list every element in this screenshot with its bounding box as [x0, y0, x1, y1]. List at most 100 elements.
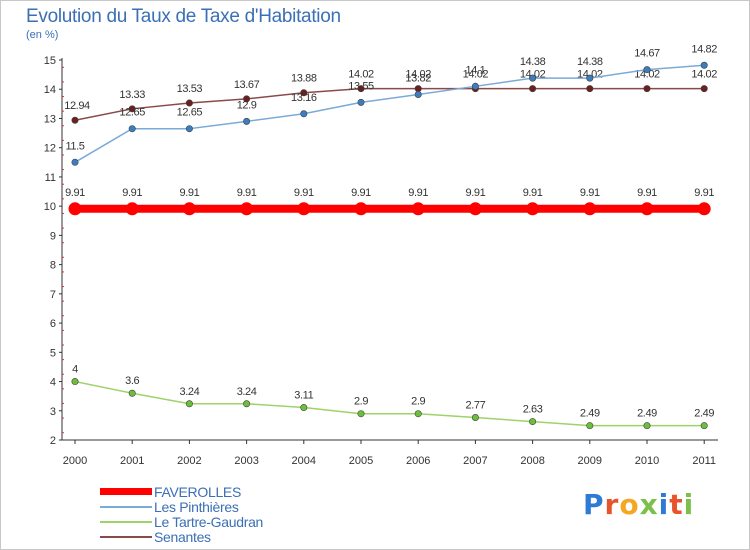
data-label: 2.49 — [694, 408, 714, 420]
data-point — [586, 85, 594, 93]
data-point — [357, 98, 365, 106]
legend-swatch-les-pinthieres — [100, 505, 152, 508]
data-label: 2.63 — [523, 404, 543, 416]
data-label: 14.1 — [465, 64, 485, 76]
logo-letter: o — [619, 488, 640, 521]
data-label: 9.91 — [694, 187, 714, 199]
data-label: 9.91 — [237, 187, 257, 199]
data-point — [468, 202, 482, 216]
x-tick-label: 2004 — [292, 455, 316, 467]
data-point — [243, 95, 251, 103]
data-label: 13.55 — [348, 80, 374, 92]
legend-label-faverolles: FAVEROLLES — [154, 483, 242, 500]
data-label: 9.91 — [408, 187, 428, 199]
logo-letter: i — [658, 488, 670, 521]
y-tick-label: 9 — [50, 230, 56, 242]
data-point — [71, 116, 79, 124]
data-point — [583, 202, 597, 216]
y-tick-label: 14 — [44, 84, 56, 96]
data-label: 14.02 — [405, 69, 431, 81]
data-point — [529, 418, 537, 426]
legend-label-le-tartre-gaudran: Le Tartre-Gaudran — [154, 513, 264, 530]
legend-swatch-senantes — [100, 535, 152, 538]
data-label: 9.91 — [122, 187, 142, 199]
logo-letter: t — [669, 488, 684, 521]
y-tick-label: 15 — [44, 55, 56, 67]
data-point — [243, 117, 251, 125]
data-label: 3.24 — [237, 386, 257, 398]
proxiti-logo: Proxiti — [583, 488, 694, 521]
data-label: 2.77 — [465, 399, 485, 411]
data-label: 9.91 — [465, 187, 485, 199]
series-line-2 — [74, 380, 705, 427]
chart-title: Evolution du Taux de Taxe d'Habitation — [26, 6, 341, 27]
data-label: 14.02 — [691, 69, 717, 81]
data-label: 13.33 — [119, 89, 145, 101]
data-label: 14.38 — [520, 56, 546, 68]
data-label: 14.82 — [691, 43, 717, 55]
data-label: 14.67 — [634, 48, 660, 60]
legend-item-le-tartre-gaudran: Le Tartre-Gaudran — [100, 513, 264, 530]
data-point — [643, 66, 651, 74]
data-point — [128, 105, 136, 113]
x-tick-label: 2011 — [692, 455, 716, 467]
chart-unit-label: (en %) — [26, 29, 59, 41]
data-label: 13.16 — [291, 92, 317, 104]
data-point — [182, 202, 196, 216]
x-tick-label: 2010 — [635, 455, 659, 467]
series-line-3 — [74, 87, 705, 121]
legend-item-senantes: Senantes — [100, 529, 263, 545]
data-point — [71, 158, 79, 166]
data-label: 12.65 — [177, 107, 203, 119]
data-point — [529, 74, 537, 82]
data-point — [526, 202, 540, 216]
data-point — [414, 85, 422, 93]
logo-letter: P — [583, 488, 605, 521]
data-point — [643, 85, 651, 93]
x-tick-label: 2002 — [177, 455, 201, 467]
x-tick-label: 2000 — [63, 455, 87, 467]
data-label: 13.67 — [234, 79, 260, 91]
data-label: 3.24 — [179, 386, 199, 398]
x-tick-label: 2009 — [578, 455, 602, 467]
x-tick-label: 2008 — [520, 455, 544, 467]
data-point — [697, 202, 711, 216]
data-point — [128, 125, 136, 133]
data-point — [243, 400, 251, 408]
y-tick-label: 6 — [50, 318, 56, 330]
data-label: 9.91 — [637, 187, 657, 199]
data-label: 9.91 — [580, 187, 600, 199]
data-point — [529, 85, 537, 93]
data-label: 12.94 — [64, 100, 90, 112]
data-point — [643, 422, 651, 430]
data-point — [300, 404, 308, 412]
data-point — [185, 99, 193, 107]
data-label: 2.49 — [580, 408, 600, 420]
data-point — [240, 202, 254, 216]
y-tick-label: 5 — [50, 347, 56, 359]
data-point — [586, 74, 594, 82]
data-label: 14.02 — [634, 69, 660, 81]
data-point — [700, 422, 708, 430]
legend-label-les-pinthieres: Les Pinthières — [154, 498, 239, 515]
data-label: 3.11 — [294, 390, 313, 402]
data-label: 9.91 — [179, 187, 199, 199]
data-point — [586, 422, 594, 430]
data-label: 12.65 — [119, 107, 145, 119]
x-tick-label: 2007 — [463, 455, 487, 467]
data-point — [414, 410, 422, 418]
data-label: 9.91 — [523, 187, 543, 199]
data-label: 13.53 — [177, 83, 203, 95]
series-line-1 — [74, 64, 705, 163]
data-point — [411, 202, 425, 216]
data-point — [640, 202, 654, 216]
data-label: 11.5 — [66, 140, 85, 152]
y-tick-label: 11 — [45, 172, 56, 184]
data-label: 9.91 — [65, 187, 85, 199]
logo-letter: r — [604, 488, 620, 521]
data-label: 14.38 — [577, 56, 603, 68]
data-label: 4 — [72, 364, 78, 376]
data-point — [185, 400, 193, 408]
